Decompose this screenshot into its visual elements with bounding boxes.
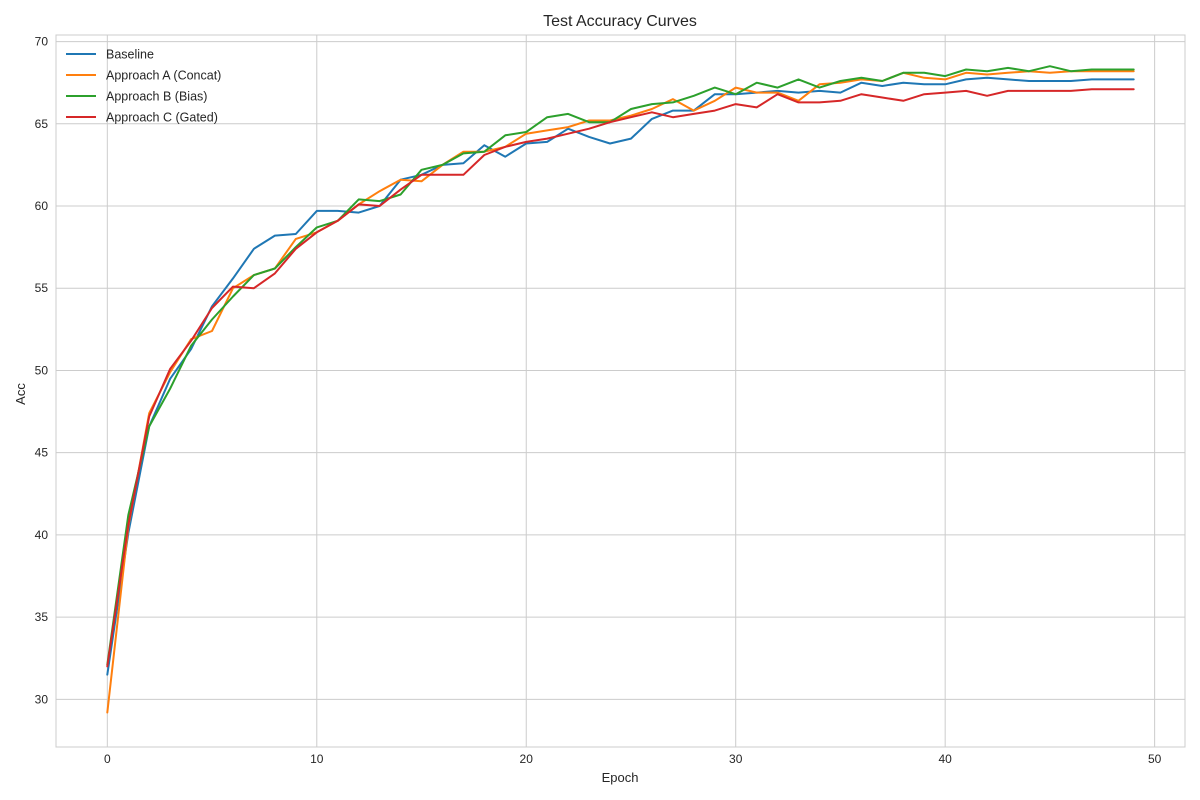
y-tick-label: 60 bbox=[35, 199, 49, 213]
legend-item-approach-a-concat: Approach A (Concat) bbox=[66, 69, 221, 83]
y-tick-labels: 30 35 40 45 50 55 60 65 70 bbox=[35, 35, 49, 707]
y-tick-label: 65 bbox=[35, 117, 49, 131]
y-tick-label: 70 bbox=[35, 35, 49, 49]
series-line-approach-a-concat bbox=[106, 70, 1135, 714]
x-tick-label: 40 bbox=[938, 752, 952, 766]
legend-item-baseline: Baseline bbox=[66, 48, 154, 62]
legend-item-approach-c-gated: Approach C (Gated) bbox=[66, 111, 218, 125]
legend-label: Approach C (Gated) bbox=[106, 111, 218, 125]
series-line-approach-b-bias bbox=[106, 65, 1135, 666]
x-tick-label: 30 bbox=[729, 752, 743, 766]
legend-label: Baseline bbox=[106, 48, 154, 62]
x-tick-label: 0 bbox=[104, 752, 111, 766]
x-tick-label: 10 bbox=[310, 752, 324, 766]
series-line-baseline bbox=[106, 76, 1135, 676]
legend-label: Approach A (Concat) bbox=[106, 69, 221, 83]
y-tick-label: 35 bbox=[35, 610, 49, 624]
x-tick-label: 50 bbox=[1148, 752, 1162, 766]
x-axis-label: Epoch bbox=[602, 770, 639, 785]
legend: Baseline Approach A (Concat) Approach B (B… bbox=[66, 48, 221, 125]
series-lines bbox=[106, 65, 1135, 714]
legend-item-approach-b-bias: Approach B (Bias) bbox=[66, 90, 207, 104]
plot-frame bbox=[55, 34, 1186, 748]
y-tick-label: 55 bbox=[35, 281, 49, 295]
x-tick-labels: 0 10 20 30 40 50 bbox=[104, 752, 1162, 766]
x-tick-label: 20 bbox=[520, 752, 534, 766]
y-tick-label: 50 bbox=[35, 363, 49, 377]
y-axis-label: Acc bbox=[13, 383, 28, 405]
y-tick-label: 30 bbox=[35, 692, 49, 706]
chart-title: Test Accuracy Curves bbox=[543, 13, 697, 30]
y-tick-label: 45 bbox=[35, 446, 49, 460]
series-line-approach-c-gated bbox=[106, 88, 1135, 668]
y-tick-label: 40 bbox=[35, 528, 49, 542]
legend-label: Approach B (Bias) bbox=[106, 90, 207, 104]
